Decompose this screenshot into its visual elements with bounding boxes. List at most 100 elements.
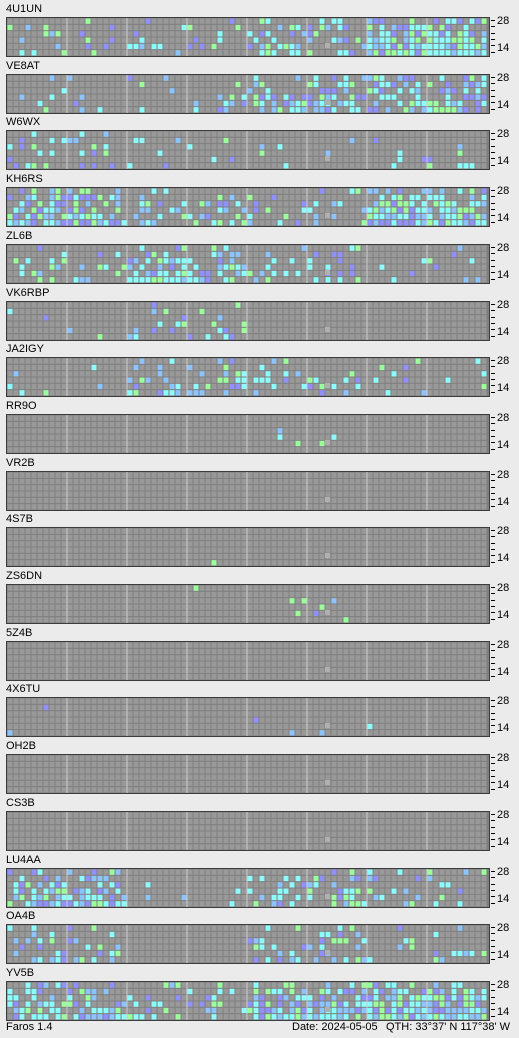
band-tick [491,789,495,791]
band-tick [491,902,495,904]
band-tick [491,713,495,715]
band-tick [491,845,495,847]
band-tick [491,158,495,160]
band-tick [491,876,495,878]
propagation-grid-cells [7,698,487,737]
propagation-grid [6,130,490,171]
band-tick [491,668,495,670]
band-tick [491,335,495,337]
band-label-top: 28 [497,411,510,424]
band-tick [491,303,495,305]
band-tick [491,505,495,507]
band-label-top: 28 [497,695,510,708]
band-label-bottom: 14 [497,609,510,621]
band-tick [491,316,495,318]
band-tick [491,763,495,765]
band-tick [491,39,495,40]
band-tick [491,422,495,424]
propagation-grid [6,584,490,624]
propagation-grid-cells [7,981,487,1020]
propagation-grid-cells [7,868,487,907]
beacon-panel-ve8at: VE8AT 28 14 [0,59,519,115]
app-name: Faros 1.4 [6,1021,53,1033]
band-tick [491,619,495,620]
beacon-panel-5z4b: 5Z4B 28 14 [0,626,519,682]
band-tick [491,838,495,840]
beacon-callsign: 4U1UN [6,3,43,15]
band-tick [491,271,495,273]
propagation-grid [6,697,490,738]
propagation-grid [6,980,490,1021]
beacon-panel-4s7b: 4S7B 28 14 [0,512,519,568]
propagation-grid [6,357,490,398]
propagation-grid [6,810,490,851]
band-tick [491,870,495,872]
band-tick [491,555,495,557]
band-tick [491,360,495,362]
band-tick [491,133,495,135]
band-tick [491,82,495,84]
band-label-top: 28 [497,978,510,991]
band-tick [491,543,495,545]
band-tick [491,606,495,607]
beacon-panel-ja2igy: JA2IGY 28 14 [0,342,519,398]
band-tick [491,95,495,97]
band-tick [491,165,495,167]
band-tick [491,222,495,224]
beacon-callsign: JA2IGY [6,343,44,356]
band-tick [491,33,495,34]
band-tick [491,328,495,330]
band-label-top: 28 [497,185,510,198]
beacon-callsign: RR9O [6,399,37,412]
band-tick [491,246,495,248]
propagation-grid [6,243,490,284]
beacon-callsign: ZS6DN [6,570,43,582]
beacon-panel-rr9o: RR9O 28 14 [0,399,519,455]
band-tick [491,1008,495,1010]
band-tick [491,549,495,551]
band-tick [491,45,495,46]
band-label-top: 28 [497,15,510,27]
propagation-grid [6,17,490,57]
status-bar: Faros 1.4 Date: 2024-05-05 QTH: 33°37' N… [0,1018,519,1036]
band-tick [491,379,495,381]
band-tick [491,146,495,148]
band-tick [491,675,495,677]
band-label-bottom: 14 [497,552,510,565]
band-label-bottom: 14 [497,98,510,111]
band-label-top: 28 [497,638,510,651]
propagation-grid [6,470,490,511]
band-tick [491,989,495,991]
band-tick [491,662,495,664]
band-tick [491,536,495,538]
propagation-grid [6,300,490,341]
band-tick [491,649,495,651]
propagation-grid-cells [7,925,487,964]
band-tick [491,89,495,91]
band-tick [491,883,495,885]
band-tick [491,959,495,961]
band-tick [491,492,495,494]
beacon-callsign: W6WX [6,116,41,129]
band-label-bottom: 14 [497,325,510,338]
band-label-top: 28 [497,525,510,538]
beacon-panel-vr2b: VR2B 28 14 [0,456,519,512]
band-tick [491,190,495,192]
beacon-callsign: OA4B [6,910,36,923]
band-tick [491,392,495,394]
propagation-grid [6,754,490,795]
propagation-grid [6,527,490,568]
band-tick [491,196,495,198]
band-tick [491,448,495,450]
propagation-grid-cells [7,301,487,340]
band-tick [491,927,495,929]
propagation-grid [6,867,490,908]
band-tick [491,265,495,267]
band-label-bottom: 14 [497,892,510,905]
qth-field: QTH: 33°37' N 117°38' W [386,1021,511,1033]
band-label-bottom: 14 [497,382,510,395]
band-tick [491,719,495,721]
band-label-top: 28 [497,128,510,141]
band-tick [491,252,495,254]
band-tick [491,643,495,645]
